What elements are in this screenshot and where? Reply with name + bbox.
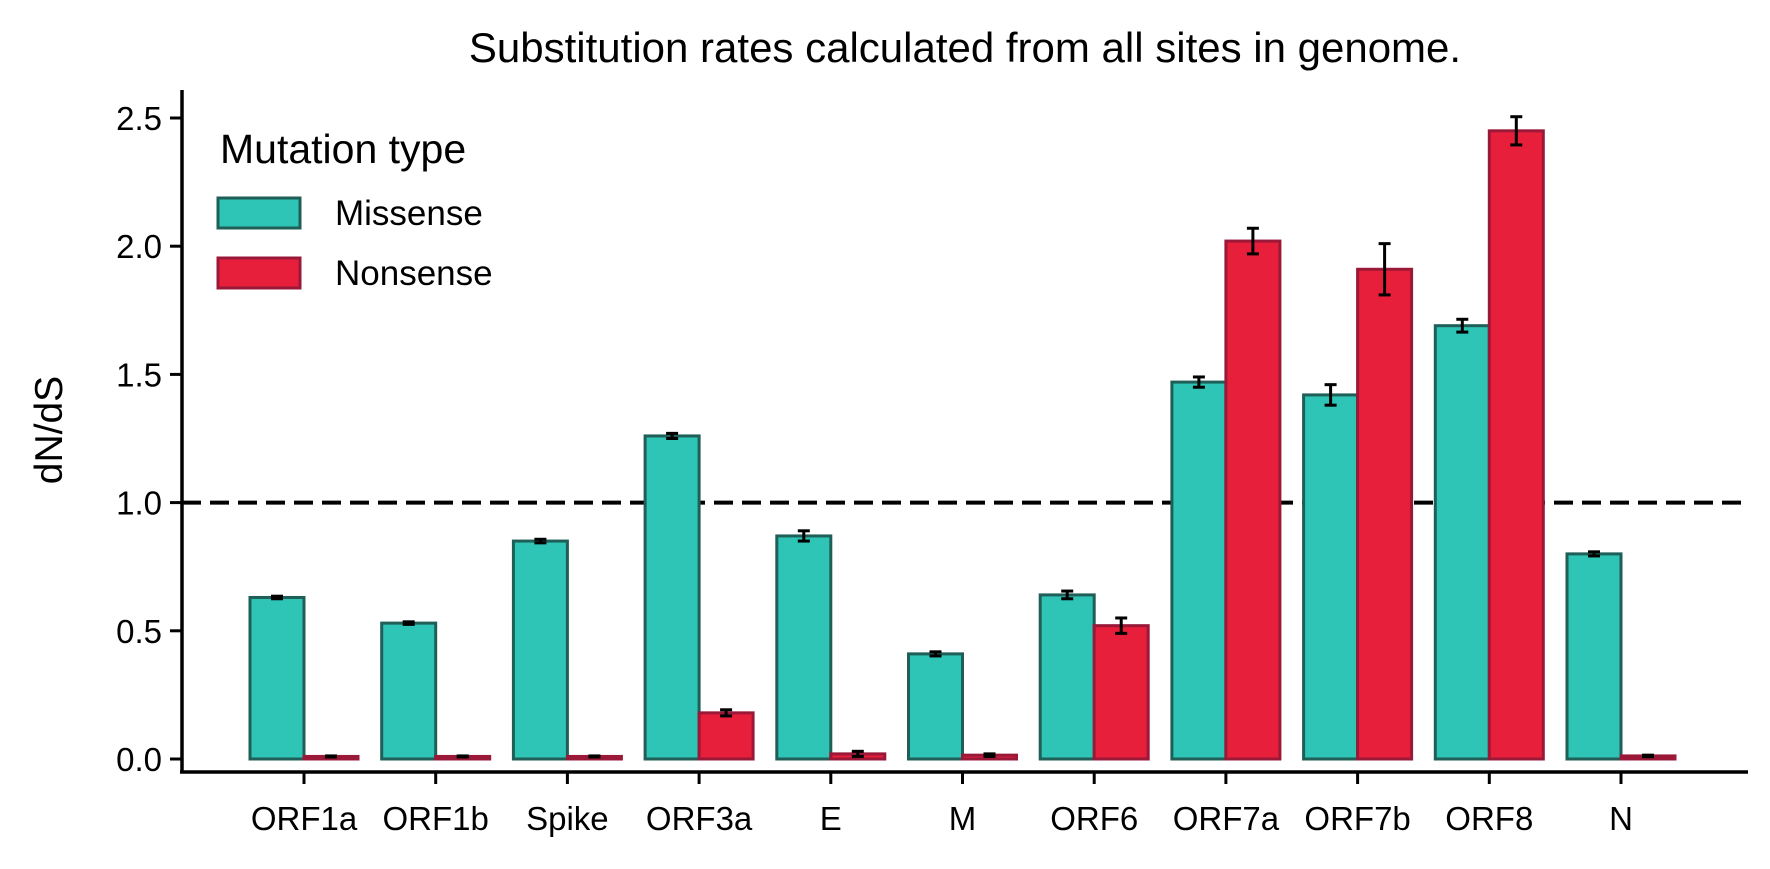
bar-missense-orf3a: [643, 434, 701, 761]
bar-nonsense-orf6: [1092, 624, 1150, 761]
y-tick-label: 0.5: [116, 613, 162, 650]
legend-swatch-nonsense: [216, 256, 302, 290]
x-tick-label: ORF1a: [251, 800, 358, 837]
y-tick-label: 1.0: [116, 485, 162, 522]
bar-missense-orf8: [1433, 324, 1491, 761]
y-tick-label: 0.0: [116, 741, 162, 778]
x-tick-label: ORF8: [1445, 800, 1533, 837]
bar-nonsense-orf8: [1487, 129, 1545, 761]
bar-missense-orf1a: [248, 595, 306, 761]
bar-nonsense-orf7b: [1356, 267, 1414, 761]
x-tick-label: ORF1b: [383, 800, 489, 837]
legend-swatch-missense: [216, 196, 302, 230]
bar-missense-spike: [511, 539, 569, 761]
bar-missense-orf7b: [1302, 393, 1360, 761]
x-tick-label: ORF6: [1050, 800, 1138, 837]
bar-missense-orf1b: [380, 621, 438, 761]
x-tick-label: E: [820, 800, 842, 837]
legend-title: Mutation type: [220, 126, 466, 172]
y-tick-label: 2.0: [116, 228, 162, 265]
bar-nonsense-orf3a: [697, 711, 755, 761]
x-tick-label: N: [1609, 800, 1633, 837]
bar-missense-e: [775, 534, 833, 761]
y-tick-label: 2.5: [116, 100, 162, 137]
x-tick-label: M: [949, 800, 977, 837]
legend-label-missense: Missense: [335, 194, 483, 233]
bar-missense-n: [1565, 552, 1623, 761]
legend: Mutation type Missense Nonsense: [216, 126, 493, 293]
bar-missense-m: [907, 652, 964, 761]
axes: 0.0 0.5 1.0 1.5 2.0 2.5 ORF1a ORF1b Spike ORF3a E M…: [116, 90, 1748, 837]
x-tick-label: ORF7b: [1304, 800, 1410, 837]
x-tick-label: ORF7a: [1173, 800, 1280, 837]
x-tick-label: Spike: [526, 800, 609, 837]
chart-title: Substitution rates calculated from all s…: [469, 24, 1461, 71]
bar-missense-orf7a: [1170, 380, 1228, 761]
y-axis-label: dN/dS: [28, 376, 71, 484]
bar-missense-orf6: [1038, 593, 1096, 761]
y-tick-label: 1.5: [116, 356, 162, 393]
x-tick-label: ORF3a: [646, 800, 753, 837]
bar-nonsense-orf7a: [1224, 239, 1282, 761]
legend-label-nonsense: Nonsense: [335, 254, 493, 293]
bars: [182, 115, 1748, 761]
